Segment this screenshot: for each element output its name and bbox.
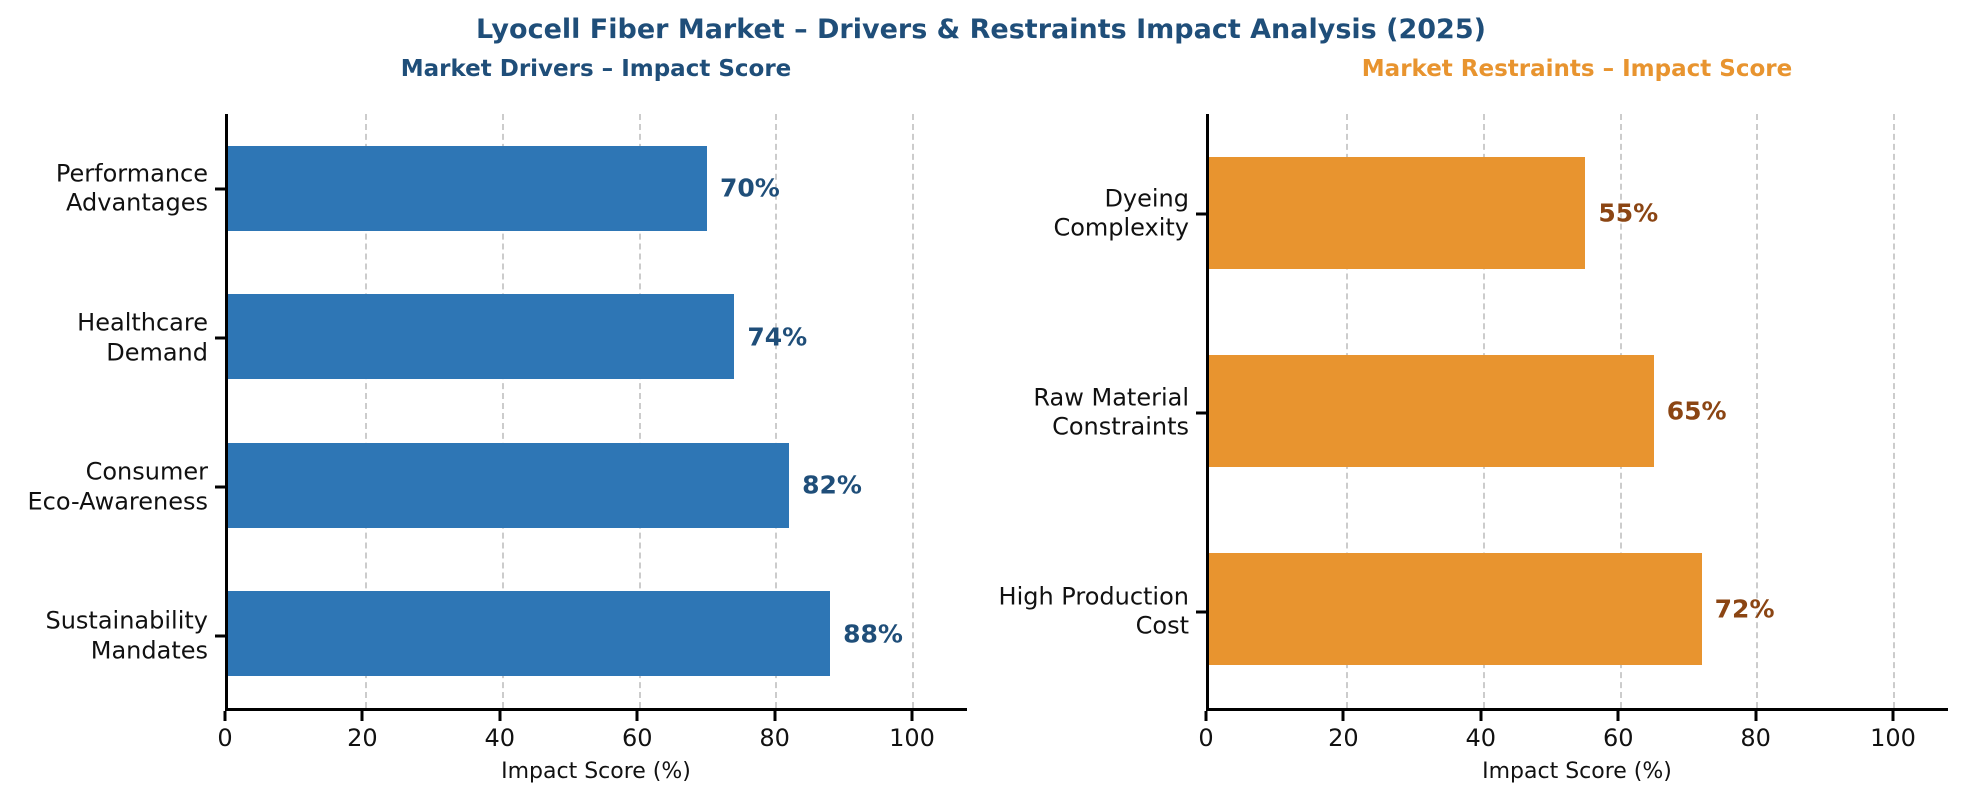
charts-row: Market Drivers – Impact Score Performanc…	[0, 52, 1962, 784]
x-tick-label: 80	[759, 724, 790, 752]
x-tick-label: 80	[1740, 724, 1771, 752]
chart-restraints-x-axis-ticks: 0 20 40 60 80 100	[1198, 711, 1948, 759]
x-tick-mark	[1754, 711, 1758, 721]
chart-drivers-x-axis-label: Impact Score (%)	[501, 759, 691, 784]
bar-value-label: 88%	[843, 619, 903, 649]
x-tick-mark	[773, 711, 777, 721]
x-tick-label: 40	[484, 724, 516, 752]
chart-market-restraints: Market Restraints – Impact Score Dyeing C…	[981, 52, 1962, 784]
chart-restraints-title: Market Restraints – Impact Score	[1361, 56, 1793, 82]
x-tick-mark	[223, 711, 227, 721]
x-tick-label: 0	[217, 724, 233, 752]
gridline	[501, 114, 504, 708]
y-tick-mark	[215, 336, 225, 340]
x-tick-mark	[910, 711, 914, 721]
x-tick-label: 100	[889, 724, 935, 752]
y-tick-mark	[1196, 610, 1206, 613]
chart-drivers-x-axis-ticks: 0 20 40 60 80 100	[217, 711, 967, 759]
chart-restraints-axes: Dyeing Complexity Raw Material Constraints H…	[981, 114, 1962, 711]
x-tick-mark	[1204, 711, 1208, 721]
chart-restraints-plot-area: 55% 65% 72%	[1206, 114, 1948, 711]
bar-value-label: 82%	[802, 470, 862, 500]
x-tick-mark	[1341, 711, 1345, 721]
bar	[1209, 552, 1702, 666]
category-label: Dyeing Complexity	[1053, 183, 1189, 242]
y-tick-mark	[215, 187, 225, 191]
gridline	[364, 114, 367, 708]
x-tick-label: 60	[621, 724, 653, 752]
x-tick-mark	[498, 711, 502, 721]
chart-drivers-category-labels: Performance Advantages Healthcare Demand Con…	[0, 114, 225, 711]
gridline	[638, 114, 641, 708]
chart-drivers-title: Market Drivers – Impact Score	[400, 56, 792, 82]
gridline	[1893, 114, 1896, 708]
x-tick-label: 20	[347, 724, 378, 752]
gridline	[912, 114, 915, 708]
bar	[228, 294, 735, 380]
x-tick-label: 0	[1198, 724, 1214, 752]
y-tick-mark	[1196, 212, 1206, 215]
bar-value-label: 72%	[1714, 594, 1775, 624]
x-tick-mark	[635, 711, 639, 721]
bar	[1209, 354, 1654, 468]
category-label: Performance Advantages	[55, 158, 208, 217]
x-tick-mark	[1616, 711, 1620, 721]
gridline	[1756, 114, 1759, 708]
x-tick-label: 60	[1602, 724, 1634, 752]
bar-value-label: 74%	[747, 322, 808, 352]
x-tick-mark	[360, 711, 364, 721]
bar	[228, 591, 831, 677]
y-tick-mark	[215, 634, 225, 638]
bar	[1209, 156, 1586, 270]
category-label: Consumer Eco-Awareness	[27, 457, 209, 516]
chart-restraints-x-axis-label: Impact Score (%)	[1482, 759, 1672, 784]
category-label: Sustainability Mandates	[45, 606, 208, 665]
y-tick-mark	[1196, 411, 1206, 414]
bar	[228, 442, 790, 528]
chart-market-drivers: Market Drivers – Impact Score Performanc…	[0, 52, 981, 784]
category-label: High Production Cost	[998, 581, 1189, 640]
x-tick-label: 100	[1870, 724, 1916, 752]
chart-drivers-axes: Performance Advantages Healthcare Demand Con…	[0, 114, 981, 711]
bar-value-label: 65%	[1666, 396, 1727, 426]
bar-value-label: 70%	[719, 173, 780, 203]
chart-drivers-plot-area: 70% 74% 82% 88%	[225, 114, 967, 711]
category-label: Raw Material Constraints	[1033, 382, 1189, 441]
x-tick-mark	[1479, 711, 1483, 721]
y-tick-mark	[215, 485, 225, 489]
category-label: Healthcare Demand	[77, 308, 208, 366]
page-title: Lyocell Fiber Market – Drivers & Restrai…	[476, 14, 1486, 45]
x-tick-label: 20	[1328, 724, 1359, 752]
x-tick-label: 40	[1465, 724, 1497, 752]
x-tick-mark	[1891, 711, 1895, 721]
gridline	[775, 114, 778, 708]
chart-restraints-category-labels: Dyeing Complexity Raw Material Constraints H…	[981, 114, 1206, 711]
bar	[228, 145, 707, 231]
bar-value-label: 55%	[1598, 198, 1659, 228]
